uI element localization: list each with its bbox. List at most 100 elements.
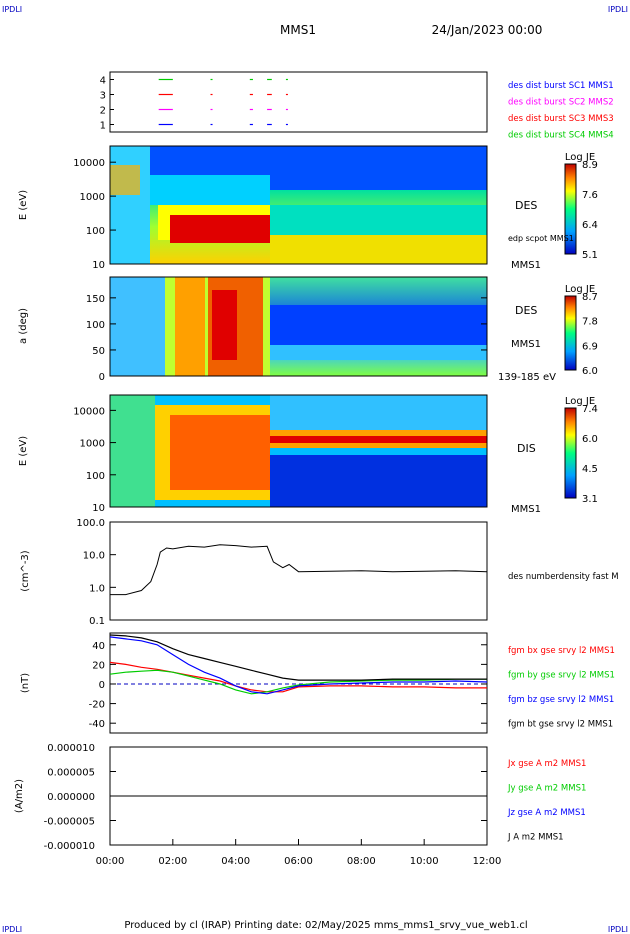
bfield-legend-entry: fgm by gse srvy l2 MMS1 xyxy=(508,671,615,681)
time-axis: 00:00 02:00 04:00 06:00 08:00 10:00 12:00 xyxy=(96,839,502,867)
pitch-energy-range-label: 139-185 eV xyxy=(498,372,556,383)
des-energy-midband xyxy=(150,175,270,205)
current-ytick-label: 0.000005 xyxy=(47,768,95,779)
des-energy-frame xyxy=(109,145,488,265)
bfield-ytick-label: 20 xyxy=(92,660,105,671)
current-legend-entry: J A m2 MMS1 xyxy=(507,833,564,843)
bfield-ytick-label: -40 xyxy=(89,719,105,730)
panel-des-energy: 10 100 1000 10000 E (eV) xyxy=(18,145,488,271)
burst-ytick-label: 4 xyxy=(100,76,106,87)
burst-legend-entry: des dist burst SC1 MMS1 xyxy=(508,81,614,91)
bfield-series-line xyxy=(109,661,487,693)
line-legends: des numberdensity fast M fgm bx gse srvy … xyxy=(507,572,619,843)
density-line xyxy=(110,544,488,596)
pitch-post-blue xyxy=(270,305,487,345)
dis-yticks: 10 100 1000 10000 E (eV) xyxy=(18,406,116,514)
colorbar-tick-label: 3.1 xyxy=(582,494,598,505)
dis-energy-ylabel: E (eV) xyxy=(18,436,29,466)
burst-ytick-label: 1 xyxy=(100,121,106,132)
dis-early xyxy=(110,395,155,507)
bfield-frame xyxy=(109,632,488,734)
pitch-frame xyxy=(109,276,488,377)
current-legend-entry: Jy gse A m2 MMS1 xyxy=(507,784,586,794)
header-spacecraft: MMS1 xyxy=(280,23,316,37)
pitch-ylabel: a (deg) xyxy=(18,308,29,344)
colorbar-tick-label: 8.9 xyxy=(582,160,598,171)
bfield-series-line xyxy=(109,669,487,695)
time-tick-label: 12:00 xyxy=(473,856,502,867)
pitch-post-cyan xyxy=(270,345,487,360)
des-energy-post-band xyxy=(270,235,487,264)
panel-bfield: -40 -20 0 20 40 (nT) xyxy=(20,632,488,734)
header-right-tag: IPDLI xyxy=(608,5,628,14)
colorbar-tick-label: 4.5 xyxy=(582,464,598,475)
panel-dis-energy: 10 100 1000 10000 E (eV) xyxy=(18,394,488,514)
dis-energy-ytick-label: 10 xyxy=(92,503,105,514)
footer-right-tag: IPDLI xyxy=(608,925,628,934)
burst-yticks: 1 2 3 4 xyxy=(100,76,114,132)
bfield-series-line xyxy=(109,636,488,695)
dis-right-label: DIS xyxy=(517,442,536,455)
pitch-ytick-label: 50 xyxy=(92,346,105,357)
colorbar-title: Log JE xyxy=(565,284,595,295)
density-ytick-label: 10.0 xyxy=(83,551,105,562)
pitch-mms-label: MMS1 xyxy=(511,339,541,350)
bfield-ytick-label: 40 xyxy=(92,641,105,652)
footer-text: Produced by cl (IRAP) Printing date: 02/… xyxy=(124,920,527,931)
burst-ytick-label: 2 xyxy=(100,106,106,117)
colorbar-title: Log JE xyxy=(565,396,595,407)
dis-energy-ytick-label: 1000 xyxy=(80,439,105,450)
current-ytick-label: 0.000010 xyxy=(47,743,95,754)
colorbar-tick-label: 7.6 xyxy=(582,190,598,201)
panel-burst-frame xyxy=(109,71,488,133)
burst-legend-entry: des dist burst SC2 MMS2 xyxy=(508,98,614,108)
current-yticks: -0.000010 -0.000005 0.000000 0.000005 0.0000… xyxy=(14,743,487,852)
bfield-ytick-label: 0 xyxy=(99,680,105,691)
pitch-orange-1 xyxy=(175,277,205,376)
time-tick-label: 04:00 xyxy=(221,856,250,867)
spectrogram-right-labels: DES edp scpot MMS1 MMS1 DES MMS1 139-185 eV DI… xyxy=(498,199,574,515)
des-energy-ytick-label: 1000 xyxy=(80,192,105,203)
colorbar-tick-label: 6.4 xyxy=(582,220,598,231)
des-energy-post-mid xyxy=(270,205,487,235)
current-legend-entry: Jx gse A m2 MMS1 xyxy=(507,759,586,769)
colorbar-tick-label: 6.0 xyxy=(582,434,598,445)
density-ylabel: (cm^-3) xyxy=(20,550,31,591)
dis-post-core xyxy=(270,436,487,443)
current-ytick-label: -0.000010 xyxy=(44,841,95,852)
des-energy-ytick-label: 10 xyxy=(92,260,105,271)
density-yticks: 0.1 1.0 10.0 100.0 (cm^-3) xyxy=(20,518,116,627)
current-ytick-label: 0.000000 xyxy=(47,792,95,803)
footer-left-tag: IPDLI xyxy=(2,925,22,934)
bfield-legend-entry: fgm bx gse srvy l2 MMS1 xyxy=(508,646,615,656)
colorbar-tick-label: 5.1 xyxy=(582,250,598,261)
colorbar-title: Log JE xyxy=(565,152,595,163)
des-energy-ytick-label: 10000 xyxy=(73,158,105,169)
bfield-series-line xyxy=(109,634,487,681)
pitch-red xyxy=(212,290,237,360)
burst-legend-entry: des dist burst SC3 MMS3 xyxy=(508,114,614,124)
time-tick-label: 10:00 xyxy=(410,856,439,867)
colorbar-tick-label: 6.0 xyxy=(582,366,598,377)
colorbar-tick-label: 8.7 xyxy=(582,292,598,303)
bfield-legend-entry: fgm bt gse srvy l2 MMS1 xyxy=(508,720,613,730)
dis-energy-ytick-label: 10000 xyxy=(73,406,105,417)
time-tick-label: 06:00 xyxy=(284,856,313,867)
colorbar xyxy=(564,295,577,371)
density-series-line xyxy=(110,544,488,596)
des-energy-hot-core xyxy=(170,215,270,243)
pitch-ytick-label: 150 xyxy=(86,294,105,305)
burst-marks xyxy=(158,78,288,126)
bfield-ytick-label: -20 xyxy=(89,700,105,711)
current-ylabel: (A/m2) xyxy=(14,779,25,813)
panel-current: -0.000010 -0.000005 0.000000 0.000005 0.0000… xyxy=(14,743,488,852)
time-tick-label: 00:00 xyxy=(96,856,125,867)
density-ytick-label: 0.1 xyxy=(89,616,105,627)
colorbar xyxy=(564,163,577,255)
bfield-legend-entry: fgm bz gse srvy l2 MMS1 xyxy=(508,695,614,705)
time-tick-label: 02:00 xyxy=(158,856,187,867)
dis-frame xyxy=(109,394,488,508)
pitch-ytick-label: 100 xyxy=(86,320,105,331)
colorbar-tick-label: 7.8 xyxy=(582,317,598,328)
